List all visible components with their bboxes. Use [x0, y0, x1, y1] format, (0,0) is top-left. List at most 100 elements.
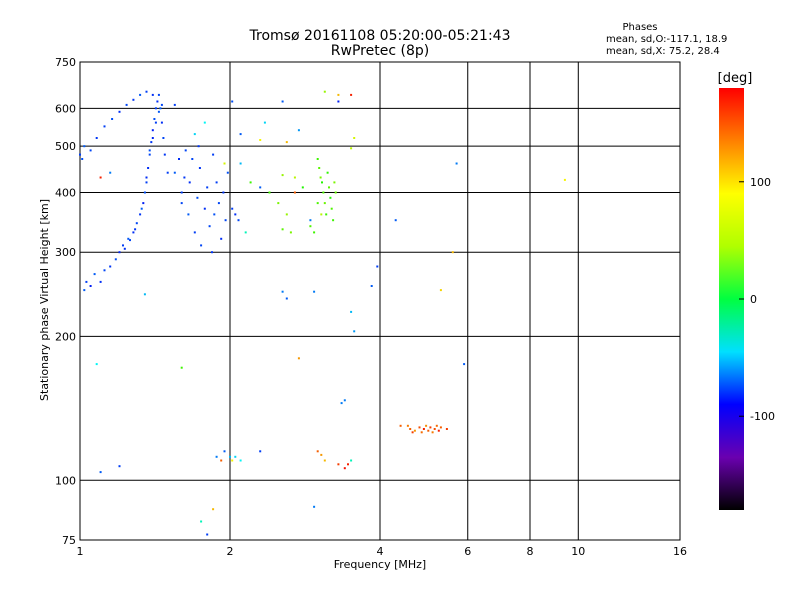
data-point — [160, 121, 163, 124]
y-tick-label: 100 — [55, 474, 76, 487]
data-point — [203, 207, 206, 210]
data-point — [162, 137, 165, 139]
data-point — [249, 181, 252, 184]
data-point — [203, 121, 206, 124]
data-point — [118, 110, 121, 113]
data-point — [85, 280, 88, 283]
data-point — [226, 171, 229, 174]
data-point — [297, 129, 300, 132]
data-point — [148, 149, 151, 152]
data-point — [318, 167, 321, 169]
data-point — [109, 265, 112, 268]
data-point — [215, 181, 218, 184]
data-point — [150, 141, 153, 144]
data-point — [206, 533, 209, 536]
data-point — [277, 202, 280, 205]
data-point — [316, 450, 319, 453]
data-point — [353, 330, 356, 333]
data-point — [103, 125, 106, 128]
data-point — [281, 228, 284, 231]
data-point — [193, 231, 196, 234]
data-point — [330, 207, 333, 210]
data-point — [180, 191, 183, 194]
data-point — [139, 213, 142, 216]
data-point — [239, 162, 242, 165]
data-point — [281, 290, 284, 293]
data-point — [198, 167, 201, 169]
data-point — [125, 103, 128, 106]
data-point — [153, 118, 156, 120]
x-tick-label: 2 — [227, 545, 234, 558]
data-point — [281, 174, 284, 177]
x-tick-label: 10 — [571, 545, 585, 558]
data-point — [163, 153, 166, 156]
grid — [80, 62, 680, 540]
data-point — [180, 366, 183, 369]
data-point — [143, 191, 146, 194]
data-point — [320, 453, 323, 456]
data-point — [418, 426, 421, 429]
y-tick-label: 300 — [55, 246, 76, 259]
data-point — [109, 171, 112, 174]
data-point — [234, 213, 237, 216]
data-point — [370, 285, 373, 287]
chart-title: Tromsø 20161108 05:20:00-05:21:43 — [249, 28, 511, 44]
data-point — [79, 153, 81, 156]
data-point — [350, 147, 353, 150]
data-point — [337, 93, 340, 96]
data-point — [293, 191, 296, 194]
y-tick-label: 400 — [55, 186, 76, 199]
data-point — [208, 225, 211, 228]
x-tick-label: 8 — [527, 545, 534, 558]
data-point — [347, 463, 349, 466]
data-point — [328, 186, 330, 189]
data-point — [99, 176, 102, 179]
chart-subtitle: RwPretec (8p) — [331, 43, 429, 59]
data-point — [212, 508, 215, 511]
data-point — [309, 225, 312, 228]
colorbar-ticks: 100 0 -100 — [739, 176, 775, 423]
data-point — [437, 429, 440, 432]
data-point — [285, 297, 288, 300]
data-point — [353, 137, 356, 139]
y-tick-label: 500 — [55, 140, 76, 153]
colorbar: [deg] 100 0 -100 — [718, 71, 775, 510]
data-point — [99, 471, 102, 474]
data-point — [166, 171, 169, 174]
data-point — [89, 285, 92, 287]
data-point — [350, 310, 353, 313]
data-point — [293, 176, 296, 179]
data-point — [435, 424, 438, 427]
data-point — [239, 459, 242, 462]
data-point — [217, 202, 220, 205]
data-point — [140, 207, 143, 210]
data-point — [259, 450, 262, 453]
data-point — [343, 467, 346, 470]
x-axis-ticks: 1 2 4 6 8 10 16 — [77, 545, 688, 558]
data-point — [143, 293, 146, 296]
data-points — [79, 90, 566, 536]
data-point — [193, 133, 196, 136]
data-point — [263, 121, 266, 124]
data-point — [220, 459, 223, 462]
phases-box-line1: mean, sd,O:-117.1, 18.9 — [606, 34, 727, 45]
data-point — [409, 428, 412, 430]
data-point — [99, 280, 102, 283]
data-point — [145, 176, 148, 179]
data-point — [187, 213, 190, 216]
data-point — [151, 129, 154, 132]
data-point — [160, 103, 163, 106]
data-point — [413, 429, 416, 432]
data-point — [259, 186, 262, 189]
data-point — [83, 289, 86, 292]
data-point — [129, 239, 131, 242]
data-point — [313, 505, 316, 508]
data-point — [183, 176, 186, 179]
data-point — [173, 171, 176, 174]
data-point — [145, 90, 148, 93]
data-point — [325, 213, 328, 216]
data-point — [268, 191, 271, 194]
data-point — [139, 93, 142, 96]
data-point — [231, 207, 234, 210]
